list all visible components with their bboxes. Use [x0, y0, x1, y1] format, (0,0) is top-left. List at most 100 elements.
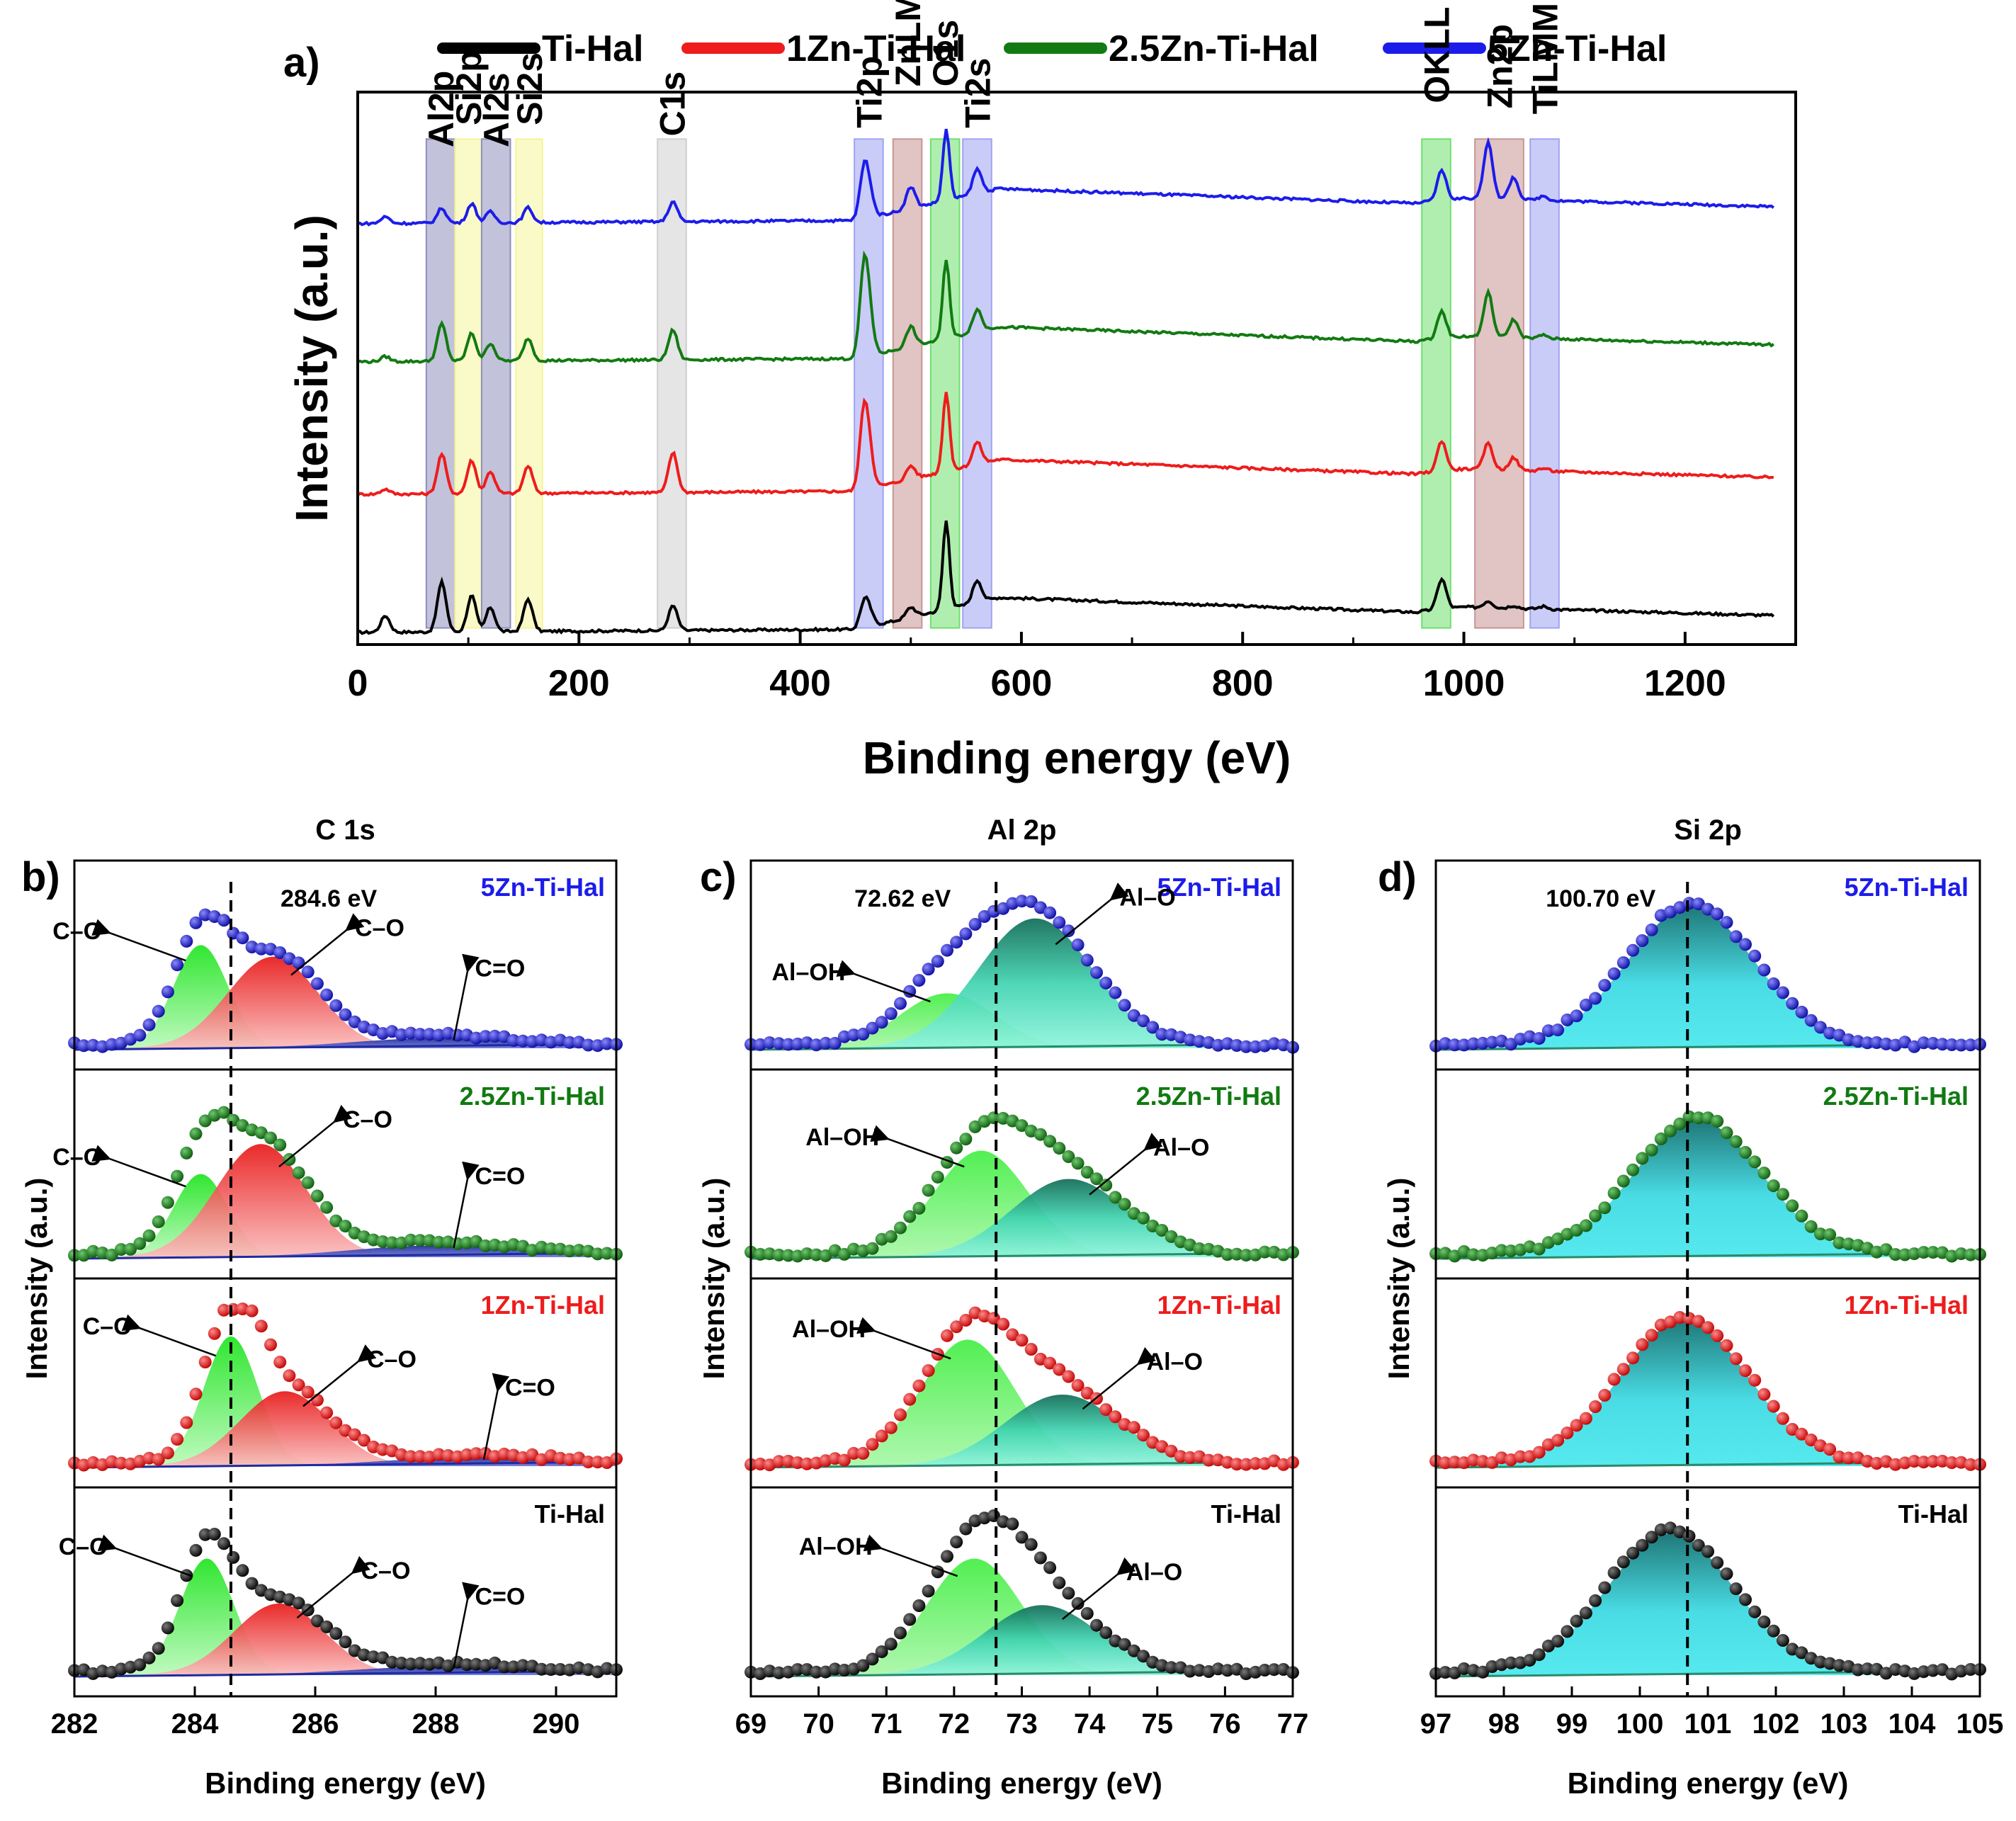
data-point	[1833, 1236, 1846, 1249]
data-point	[968, 1120, 982, 1133]
data-point	[292, 1166, 305, 1179]
data-point	[460, 1658, 473, 1672]
data-point	[591, 1247, 604, 1261]
region-label-si2p: Si2p	[449, 50, 489, 125]
data-point	[1823, 1443, 1837, 1456]
data-point	[810, 1248, 823, 1261]
data-point	[385, 1236, 399, 1249]
region-al2s	[480, 138, 511, 629]
data-point	[1015, 895, 1029, 908]
data-point	[763, 1247, 776, 1261]
component-label: C=O	[475, 1584, 526, 1611]
data-point	[1211, 1662, 1225, 1676]
data-point	[1917, 1036, 1930, 1050]
data-point	[161, 1621, 174, 1635]
annotation-arrow	[97, 1534, 193, 1577]
data-point	[189, 916, 203, 929]
data-point	[1249, 1040, 1262, 1053]
data-point	[1034, 1128, 1047, 1141]
data-point	[1739, 1146, 1752, 1159]
data-point	[1015, 1119, 1029, 1133]
data-point	[1137, 1211, 1150, 1225]
data-point	[931, 955, 944, 968]
data-point	[1183, 1664, 1196, 1678]
data-point	[1616, 1555, 1630, 1569]
legend-label: Ti-Hal	[542, 28, 644, 69]
data-point	[1729, 1352, 1743, 1366]
region-si2s	[515, 138, 543, 629]
data-point	[1711, 907, 1724, 921]
data-point	[1776, 1634, 1789, 1647]
data-point	[1467, 1037, 1480, 1050]
data-point	[791, 1038, 804, 1050]
data-point	[1476, 1455, 1490, 1468]
sample-label: Ti-Hal	[1898, 1499, 1969, 1528]
x-tick-label: 75	[1142, 1708, 1174, 1740]
data-point	[1099, 976, 1113, 989]
data-point	[1532, 1032, 1546, 1045]
data-point	[1071, 1379, 1085, 1392]
data-point	[1645, 1531, 1658, 1544]
annotation-arrow	[1062, 1557, 1136, 1621]
data-point	[329, 1627, 343, 1640]
data-point	[1645, 1143, 1658, 1157]
data-point	[1109, 986, 1122, 999]
data-point	[1495, 1244, 1508, 1257]
legend-label: 2.5Zn-Ti-Hal	[1109, 28, 1319, 69]
data-point	[497, 1660, 511, 1674]
data-point	[1015, 1334, 1029, 1347]
data-point	[591, 1456, 604, 1469]
sample-label: 5Zn-Ti-Hal	[1845, 873, 1969, 902]
data-point	[227, 1550, 240, 1564]
data-point	[772, 1037, 786, 1050]
data-point	[922, 1184, 935, 1197]
data-point	[1485, 1456, 1499, 1469]
data-point	[1258, 1664, 1272, 1677]
data-point	[1230, 1458, 1243, 1471]
data-point	[1673, 1117, 1687, 1130]
al2p-panel: 5Zn-Ti-Hal Al–OH Al–O 2.5Zn-Ti-Hal Al–OH Al–O…	[697, 815, 1308, 1800]
data-point	[1936, 1454, 1949, 1468]
data-point	[1879, 1243, 1893, 1256]
data-point	[1053, 1142, 1066, 1155]
component-label: C–O	[367, 1346, 417, 1373]
data-point	[1616, 1174, 1630, 1188]
data-point	[198, 1528, 212, 1541]
data-point	[348, 1015, 361, 1028]
region-label-al2p: Al2p	[421, 71, 461, 147]
data-point	[563, 1036, 577, 1049]
sample-label: 2.5Zn-Ti-Hal	[1136, 1082, 1281, 1111]
data-point	[1118, 1198, 1131, 1211]
data-point	[152, 1642, 165, 1655]
data-point	[1165, 1230, 1178, 1243]
data-point	[875, 1645, 888, 1658]
data-point	[931, 1565, 944, 1579]
data-point	[414, 1028, 426, 1041]
data-point	[124, 1242, 137, 1256]
subplot-title: Si 2p	[1674, 815, 1742, 846]
data-point	[1729, 930, 1743, 943]
data-point	[301, 965, 315, 979]
data-point	[1701, 1321, 1714, 1334]
data-point	[273, 1138, 287, 1152]
data-point	[526, 1035, 539, 1048]
data-point	[912, 1599, 926, 1612]
data-point	[1908, 1247, 1921, 1261]
data-point	[1006, 1517, 1019, 1531]
data-point	[1607, 1373, 1621, 1386]
fit-peak-si2p	[1436, 907, 1980, 1048]
data-point	[1945, 1038, 1959, 1051]
data-point	[1137, 1429, 1150, 1442]
data-point	[1842, 1451, 1855, 1465]
annotation-arrow	[870, 1125, 965, 1168]
y-axis-label: Intensity (a.u.)	[286, 215, 337, 522]
data-point	[1748, 1155, 1762, 1169]
data-point	[1926, 1664, 1939, 1677]
data-point	[1711, 1329, 1724, 1342]
data-point	[414, 1657, 426, 1670]
data-point	[376, 1235, 390, 1249]
data-point	[1616, 1363, 1630, 1376]
data-point	[1249, 1457, 1262, 1470]
data-point	[301, 1385, 315, 1399]
